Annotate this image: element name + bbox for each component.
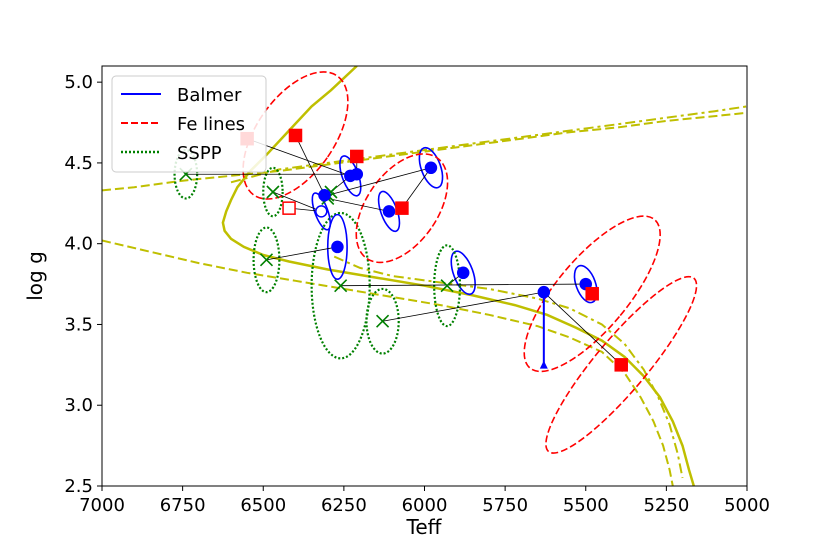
sspp-link-line-0	[382, 291, 544, 322]
sspp-link-line-5	[327, 198, 390, 212]
legend: Balmer Fe lines SSPP	[111, 75, 267, 173]
sspp-link-line-7	[327, 167, 432, 196]
sspp-error-ellipse-2	[433, 244, 462, 328]
sspp-error-ellipse-3	[252, 226, 281, 294]
legend-balmer-label: Balmer	[177, 85, 242, 106]
balmer-error-ellipse-2	[450, 250, 476, 296]
balmer-error-ellipse-7	[418, 146, 444, 189]
x-tick-label-5500: 5500	[563, 495, 609, 516]
x-axis-label: Teff	[406, 515, 443, 539]
sspp-point-1	[334, 279, 348, 293]
sspp-link-line-3	[266, 246, 338, 261]
balmer-error-ellipse-1	[573, 264, 598, 304]
balmer-limit-arrowhead-0	[539, 360, 548, 369]
isochrone-3	[230, 105, 747, 184]
balmer-error-ellipse-3	[326, 213, 348, 281]
y-tick-label-3: 3.0	[64, 395, 93, 416]
fe-link-line-0	[543, 291, 622, 366]
y-tick-label-4: 4.0	[64, 234, 93, 255]
balmer-point-8	[350, 167, 364, 181]
fe-point-4	[282, 201, 296, 215]
y-tick-label-3.5: 3.5	[64, 314, 93, 335]
sspp-error-ellipse-4	[262, 166, 284, 218]
sspp-link-line-1	[340, 283, 586, 287]
balmer-error-ellipse-4	[311, 192, 332, 231]
fe-point-9	[288, 128, 303, 143]
x-tick-label-5250: 5250	[643, 495, 689, 516]
y-tick-label-4.5: 4.5	[64, 153, 93, 174]
x-tick-label-6000: 6000	[402, 495, 448, 516]
sspp-point-2	[440, 279, 454, 293]
balmer-point-3	[331, 240, 344, 254]
balmer-point-4	[315, 205, 328, 218]
balmer-point-9	[318, 188, 331, 202]
balmer-point-5	[382, 205, 396, 218]
x-tick-label-7000: 7000	[79, 495, 125, 516]
isochrone-4	[333, 255, 684, 479]
legend-box	[111, 75, 267, 173]
y-axis-label: log g	[23, 251, 47, 301]
legend-fe-label: Fe lines	[177, 114, 245, 135]
sspp-link-line-4	[272, 191, 322, 212]
x-tick-label-6500: 6500	[240, 495, 286, 516]
fe-error-ellipse-7	[355, 153, 449, 264]
fe-point-1	[585, 287, 599, 301]
balmer-point-7	[424, 161, 438, 175]
x-tick-label-6750: 6750	[160, 495, 206, 516]
x-tick-label-6250: 6250	[321, 495, 367, 516]
fe-error-ellipse-1	[523, 215, 661, 373]
fe-point-8	[350, 149, 364, 164]
y-tick-label-5: 5.0	[64, 72, 93, 93]
sspp-point-3	[259, 253, 274, 267]
x-tick-label-5750: 5750	[482, 495, 528, 516]
fe-link-line-9	[295, 135, 325, 196]
sspp-error-ellipse-0	[365, 287, 400, 355]
x-axis: 7000 6750 6500 6250 6000 5750 5500 5250 5000	[79, 486, 770, 516]
fe-point-7	[395, 201, 409, 215]
balmer-point-0	[537, 285, 551, 299]
y-axis: 2.5 3.0 3.5 4.0 4.5 5.0	[64, 72, 102, 497]
isochrone-2	[102, 111, 747, 192]
isochrone-1	[102, 239, 674, 486]
x-tick-label-5000: 5000	[724, 495, 770, 516]
fe-error-ellipse-9	[242, 71, 349, 200]
plot-area	[102, 66, 747, 486]
balmer-point-2	[456, 266, 470, 280]
sspp-point-0	[376, 314, 390, 328]
fe-point-0	[614, 358, 628, 372]
sspp-point-4	[266, 185, 280, 199]
y-tick-label-2.5: 2.5	[64, 476, 93, 497]
legend-sspp-label: SSPP	[177, 143, 222, 164]
